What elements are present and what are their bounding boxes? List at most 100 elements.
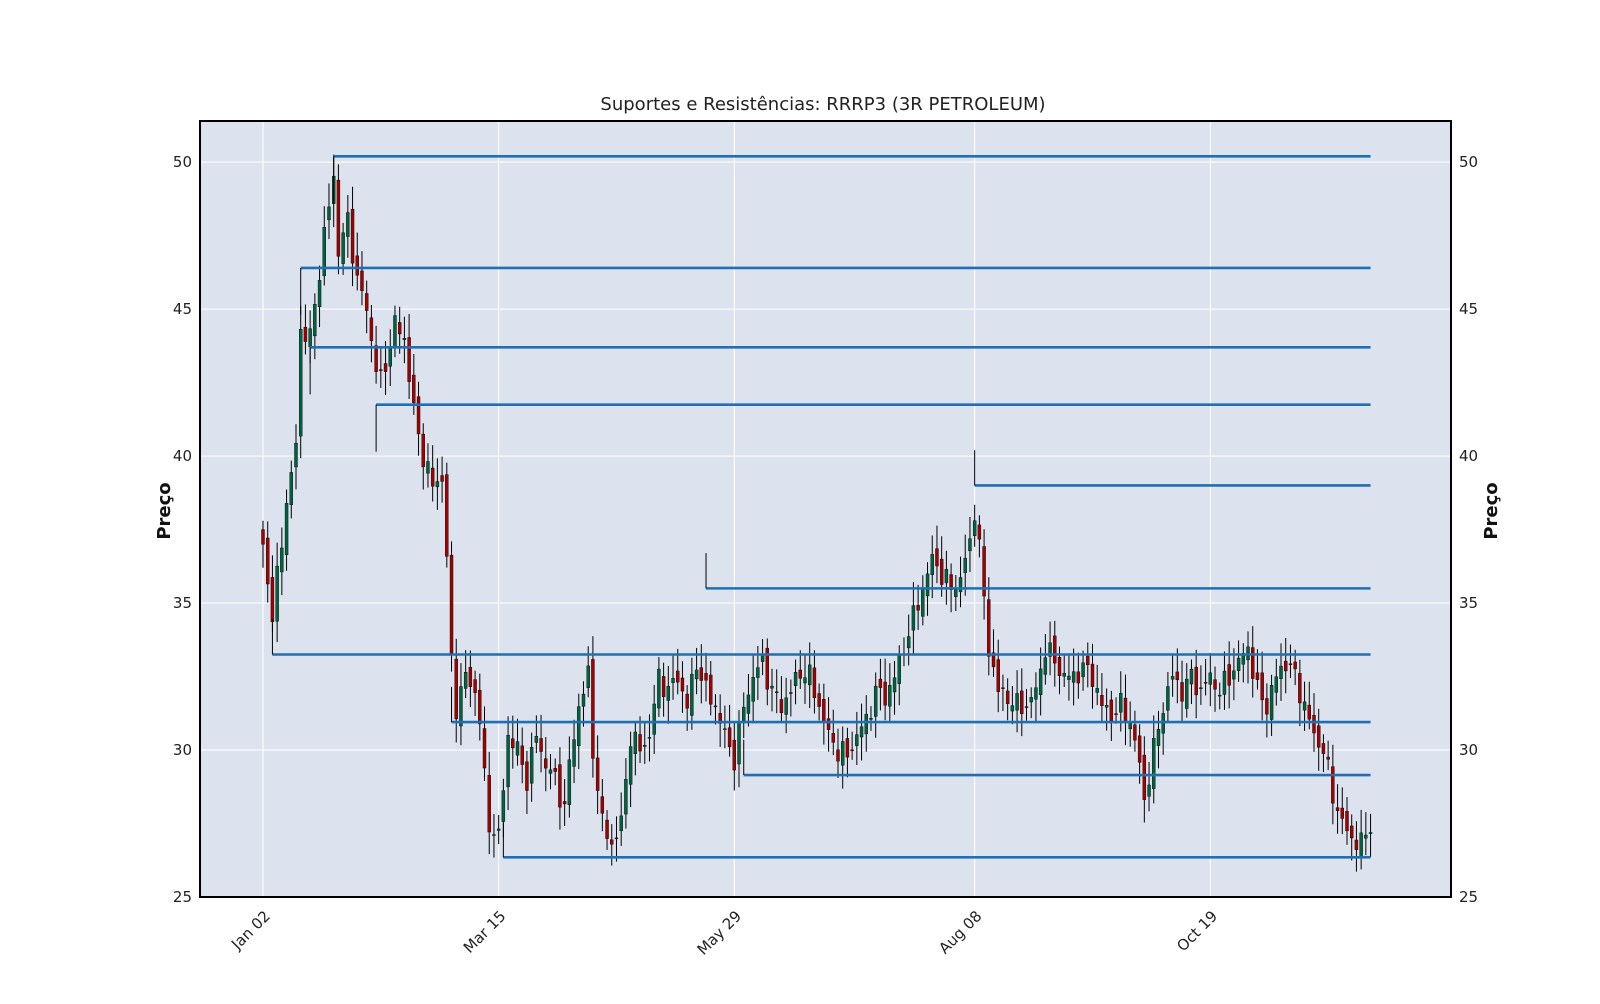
candle-body <box>506 735 510 788</box>
candle-body <box>1081 662 1085 678</box>
candle-body <box>793 672 798 686</box>
candle-body <box>515 741 520 756</box>
candle-body <box>798 669 802 679</box>
candle-body <box>1152 738 1156 789</box>
candle-body <box>775 691 779 693</box>
candle-body <box>346 212 350 237</box>
y-tick-label-right: 25 <box>1459 888 1478 906</box>
candle-body <box>1029 697 1033 703</box>
candle-body <box>1010 705 1015 712</box>
candle-body <box>605 819 609 839</box>
candle-body <box>704 673 708 681</box>
candle-body <box>1185 678 1189 709</box>
candle-body <box>266 537 270 585</box>
candle-body <box>925 573 930 597</box>
candle-body <box>1340 807 1344 819</box>
candle-body <box>765 647 769 690</box>
candle-body <box>374 345 378 372</box>
candle-body <box>440 475 444 482</box>
candle-body <box>463 672 468 689</box>
candle-body <box>454 658 458 720</box>
y-tick-label-left: 45 <box>173 300 192 318</box>
candle-body <box>888 685 892 707</box>
candle-body <box>355 255 359 276</box>
y-tick-label-right: 40 <box>1459 447 1478 465</box>
candle-body <box>657 668 661 709</box>
candle-body <box>610 839 614 845</box>
candle-body <box>581 693 586 707</box>
candle-body <box>944 569 949 584</box>
candle-body <box>803 677 807 684</box>
candle-body <box>327 206 331 221</box>
candle-body <box>883 681 887 706</box>
candle-body <box>482 728 487 769</box>
y-axis-label-left: Preço <box>154 482 175 539</box>
support-resistance-lines <box>271 154 1371 859</box>
candle-body <box>1331 766 1335 804</box>
candle-body <box>1062 672 1066 677</box>
candle-body <box>972 520 977 536</box>
candle-body <box>756 667 760 678</box>
candle-body <box>732 739 736 771</box>
candle-body <box>647 737 652 739</box>
candle-body <box>779 699 784 714</box>
candle-body <box>303 327 308 342</box>
candle-body <box>1288 663 1293 665</box>
candle-body <box>685 693 689 709</box>
candle-body <box>958 577 963 593</box>
y-tick-label-right: 45 <box>1459 300 1478 318</box>
candle-body <box>614 837 619 840</box>
candle-body <box>369 317 374 341</box>
candle-body <box>789 692 793 694</box>
candle-body <box>1090 663 1095 687</box>
candle-body <box>1020 690 1024 714</box>
candle-body <box>892 677 897 693</box>
candle-body <box>1057 656 1062 677</box>
candle-body <box>680 677 685 692</box>
candle-body <box>558 764 562 808</box>
candle-body <box>1307 704 1311 720</box>
candle-body <box>1364 834 1368 839</box>
candle-body <box>360 270 364 291</box>
chart-title: Suportes e Resistências: RRRP3 (3R PETRO… <box>600 94 1045 115</box>
candle-body <box>709 674 713 705</box>
candle-body <box>478 689 482 725</box>
candle-body <box>520 745 524 765</box>
candle-body <box>1354 839 1359 850</box>
y-tick-label-left: 30 <box>173 741 192 759</box>
candle-body <box>313 303 317 337</box>
candle-body <box>1293 661 1297 670</box>
candle-body <box>1255 672 1260 680</box>
y-tick-label-left: 50 <box>173 153 192 171</box>
candle-body <box>1038 668 1043 695</box>
candle-body <box>280 547 284 573</box>
candle-body <box>850 749 854 752</box>
y-tick-label-left: 40 <box>173 447 192 465</box>
candle-body <box>699 667 704 681</box>
candle-body <box>727 727 732 748</box>
candle-body <box>676 670 680 683</box>
candle-body <box>864 714 868 735</box>
candle-body <box>671 678 675 683</box>
candle-body <box>364 293 369 311</box>
candle-body <box>897 654 901 684</box>
candle-body <box>930 554 934 575</box>
candle-body <box>1123 697 1128 722</box>
candle-body <box>1015 693 1019 711</box>
candle-body <box>341 232 345 264</box>
candle-body <box>501 790 506 822</box>
candle-body <box>421 433 425 468</box>
candle-body <box>982 546 986 597</box>
candle-body <box>1350 825 1354 839</box>
candle-body <box>987 599 991 657</box>
candle-body <box>1067 675 1071 680</box>
candle-body <box>468 666 473 687</box>
candle-body <box>591 659 595 759</box>
candle-body <box>916 605 920 611</box>
candle-body <box>1251 647 1255 679</box>
candle-body <box>996 659 1000 692</box>
candle-body <box>473 679 477 693</box>
plot-frame <box>199 120 1452 898</box>
candle-body <box>595 757 600 791</box>
